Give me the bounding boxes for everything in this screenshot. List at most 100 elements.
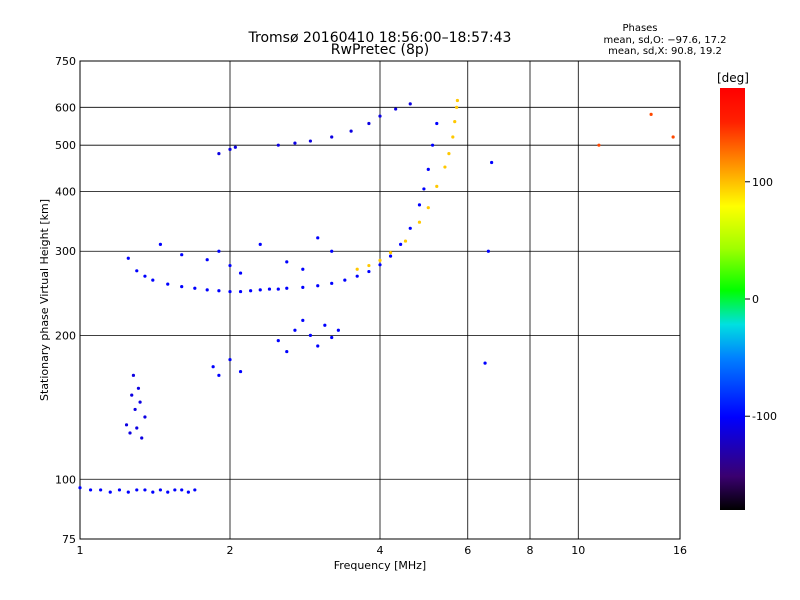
echo-point bbox=[649, 112, 653, 116]
x-tick-label: 2 bbox=[227, 544, 234, 557]
axis-ticks: 1 2 4 6 8 10 16 75 100 200 300 400 500 600 750 bbox=[55, 55, 687, 557]
x-tick-label: 8 bbox=[527, 544, 534, 557]
stats-x: mean, sd,X: 90.8, 19.2 bbox=[608, 46, 722, 57]
echo-point bbox=[276, 287, 280, 291]
echo-point bbox=[403, 239, 408, 243]
echo-point bbox=[143, 488, 147, 492]
echo-point bbox=[453, 120, 457, 124]
echo-point bbox=[301, 285, 305, 290]
y-tick-label: 400 bbox=[55, 185, 76, 198]
echo-point bbox=[443, 165, 447, 169]
echo-point bbox=[394, 107, 398, 111]
echo-point bbox=[426, 167, 430, 171]
echo-point bbox=[336, 328, 340, 332]
chart-title: Tromsø 20160410 18:56:00–18:57:43 bbox=[248, 30, 512, 46]
colorbar-tick-label: 100 bbox=[752, 176, 773, 189]
echo-point bbox=[238, 369, 243, 374]
echo-point bbox=[399, 242, 403, 247]
echo-point bbox=[455, 105, 459, 109]
echo-point bbox=[173, 488, 177, 492]
echo-point bbox=[367, 121, 371, 126]
echo-point bbox=[78, 486, 82, 490]
echo-point bbox=[249, 289, 253, 293]
echo-point bbox=[124, 423, 129, 427]
echo-point bbox=[301, 267, 305, 271]
echo-point bbox=[430, 143, 435, 147]
echo-point bbox=[267, 287, 272, 291]
y-tick-label: 300 bbox=[55, 245, 76, 258]
echo-point bbox=[435, 184, 439, 188]
x-tick-label: 6 bbox=[464, 544, 471, 557]
chart-subtitle: RwPretec (8p) bbox=[331, 42, 429, 58]
echo-point bbox=[126, 256, 130, 260]
echo-point bbox=[330, 249, 334, 253]
y-tick-label: 75 bbox=[62, 533, 76, 546]
echo-point bbox=[135, 488, 139, 492]
echo-point bbox=[180, 253, 184, 257]
echo-point bbox=[422, 187, 426, 191]
echo-point bbox=[285, 260, 289, 264]
echo-point bbox=[228, 289, 232, 294]
echo-point bbox=[228, 263, 232, 268]
grid-lines bbox=[80, 61, 680, 539]
x-axis-label: Frequency [MHz] bbox=[334, 559, 426, 572]
echo-point bbox=[308, 139, 313, 143]
echo-point bbox=[323, 323, 327, 327]
echo-point bbox=[483, 361, 487, 365]
echo-point bbox=[486, 249, 490, 253]
echo-point bbox=[143, 274, 147, 278]
echo-point bbox=[238, 289, 243, 294]
echo-point bbox=[158, 488, 163, 492]
echo-point bbox=[205, 288, 209, 292]
echo-point bbox=[217, 249, 221, 253]
y-tick-label: 100 bbox=[55, 473, 76, 486]
echo-point bbox=[211, 365, 215, 369]
echo-point bbox=[426, 206, 430, 210]
colorbar bbox=[720, 88, 745, 510]
echo-point bbox=[367, 263, 371, 268]
y-tick-label: 200 bbox=[55, 329, 76, 342]
echo-point bbox=[117, 488, 122, 492]
echo-point bbox=[258, 288, 262, 292]
y-axis-label: Stationary phase Virtual Height [km] bbox=[38, 199, 51, 401]
echo-point bbox=[158, 242, 163, 247]
echo-point bbox=[193, 488, 197, 492]
echo-point bbox=[140, 436, 144, 440]
echo-point bbox=[276, 143, 280, 147]
echo-point bbox=[355, 267, 359, 271]
colorbar-ticks: 100 0 -100 bbox=[745, 176, 777, 423]
echo-point bbox=[166, 490, 170, 494]
echo-point bbox=[135, 269, 139, 273]
colorbar-label: [deg] bbox=[717, 71, 749, 85]
echo-point bbox=[330, 335, 334, 340]
echo-point bbox=[128, 431, 132, 435]
echo-point bbox=[417, 220, 422, 224]
echo-point bbox=[138, 400, 142, 404]
echo-point bbox=[130, 393, 134, 397]
echo-point bbox=[330, 135, 334, 139]
echo-point bbox=[180, 284, 184, 289]
echo-point bbox=[88, 488, 93, 492]
y-tick-label: 500 bbox=[55, 139, 76, 152]
echo-point bbox=[228, 147, 232, 151]
x-tick-label: 1 bbox=[77, 544, 84, 557]
stats-o: mean, sd,O: −97.6, 17.2 bbox=[604, 35, 727, 46]
echo-point bbox=[316, 284, 320, 288]
echo-point bbox=[151, 278, 155, 282]
y-tick-label: 750 bbox=[55, 55, 76, 68]
echo-point bbox=[349, 129, 353, 133]
echo-point bbox=[238, 271, 243, 275]
echo-point bbox=[217, 152, 221, 156]
echo-point bbox=[447, 152, 451, 156]
echo-point bbox=[180, 488, 184, 492]
echo-point bbox=[131, 373, 136, 377]
x-tick-label: 16 bbox=[673, 544, 687, 557]
echo-point bbox=[151, 490, 155, 494]
echo-point bbox=[233, 145, 237, 149]
echo-point bbox=[355, 274, 359, 278]
echo-point bbox=[301, 318, 305, 322]
echo-point bbox=[99, 488, 103, 492]
echo-point bbox=[293, 141, 297, 145]
echo-point bbox=[217, 373, 221, 377]
